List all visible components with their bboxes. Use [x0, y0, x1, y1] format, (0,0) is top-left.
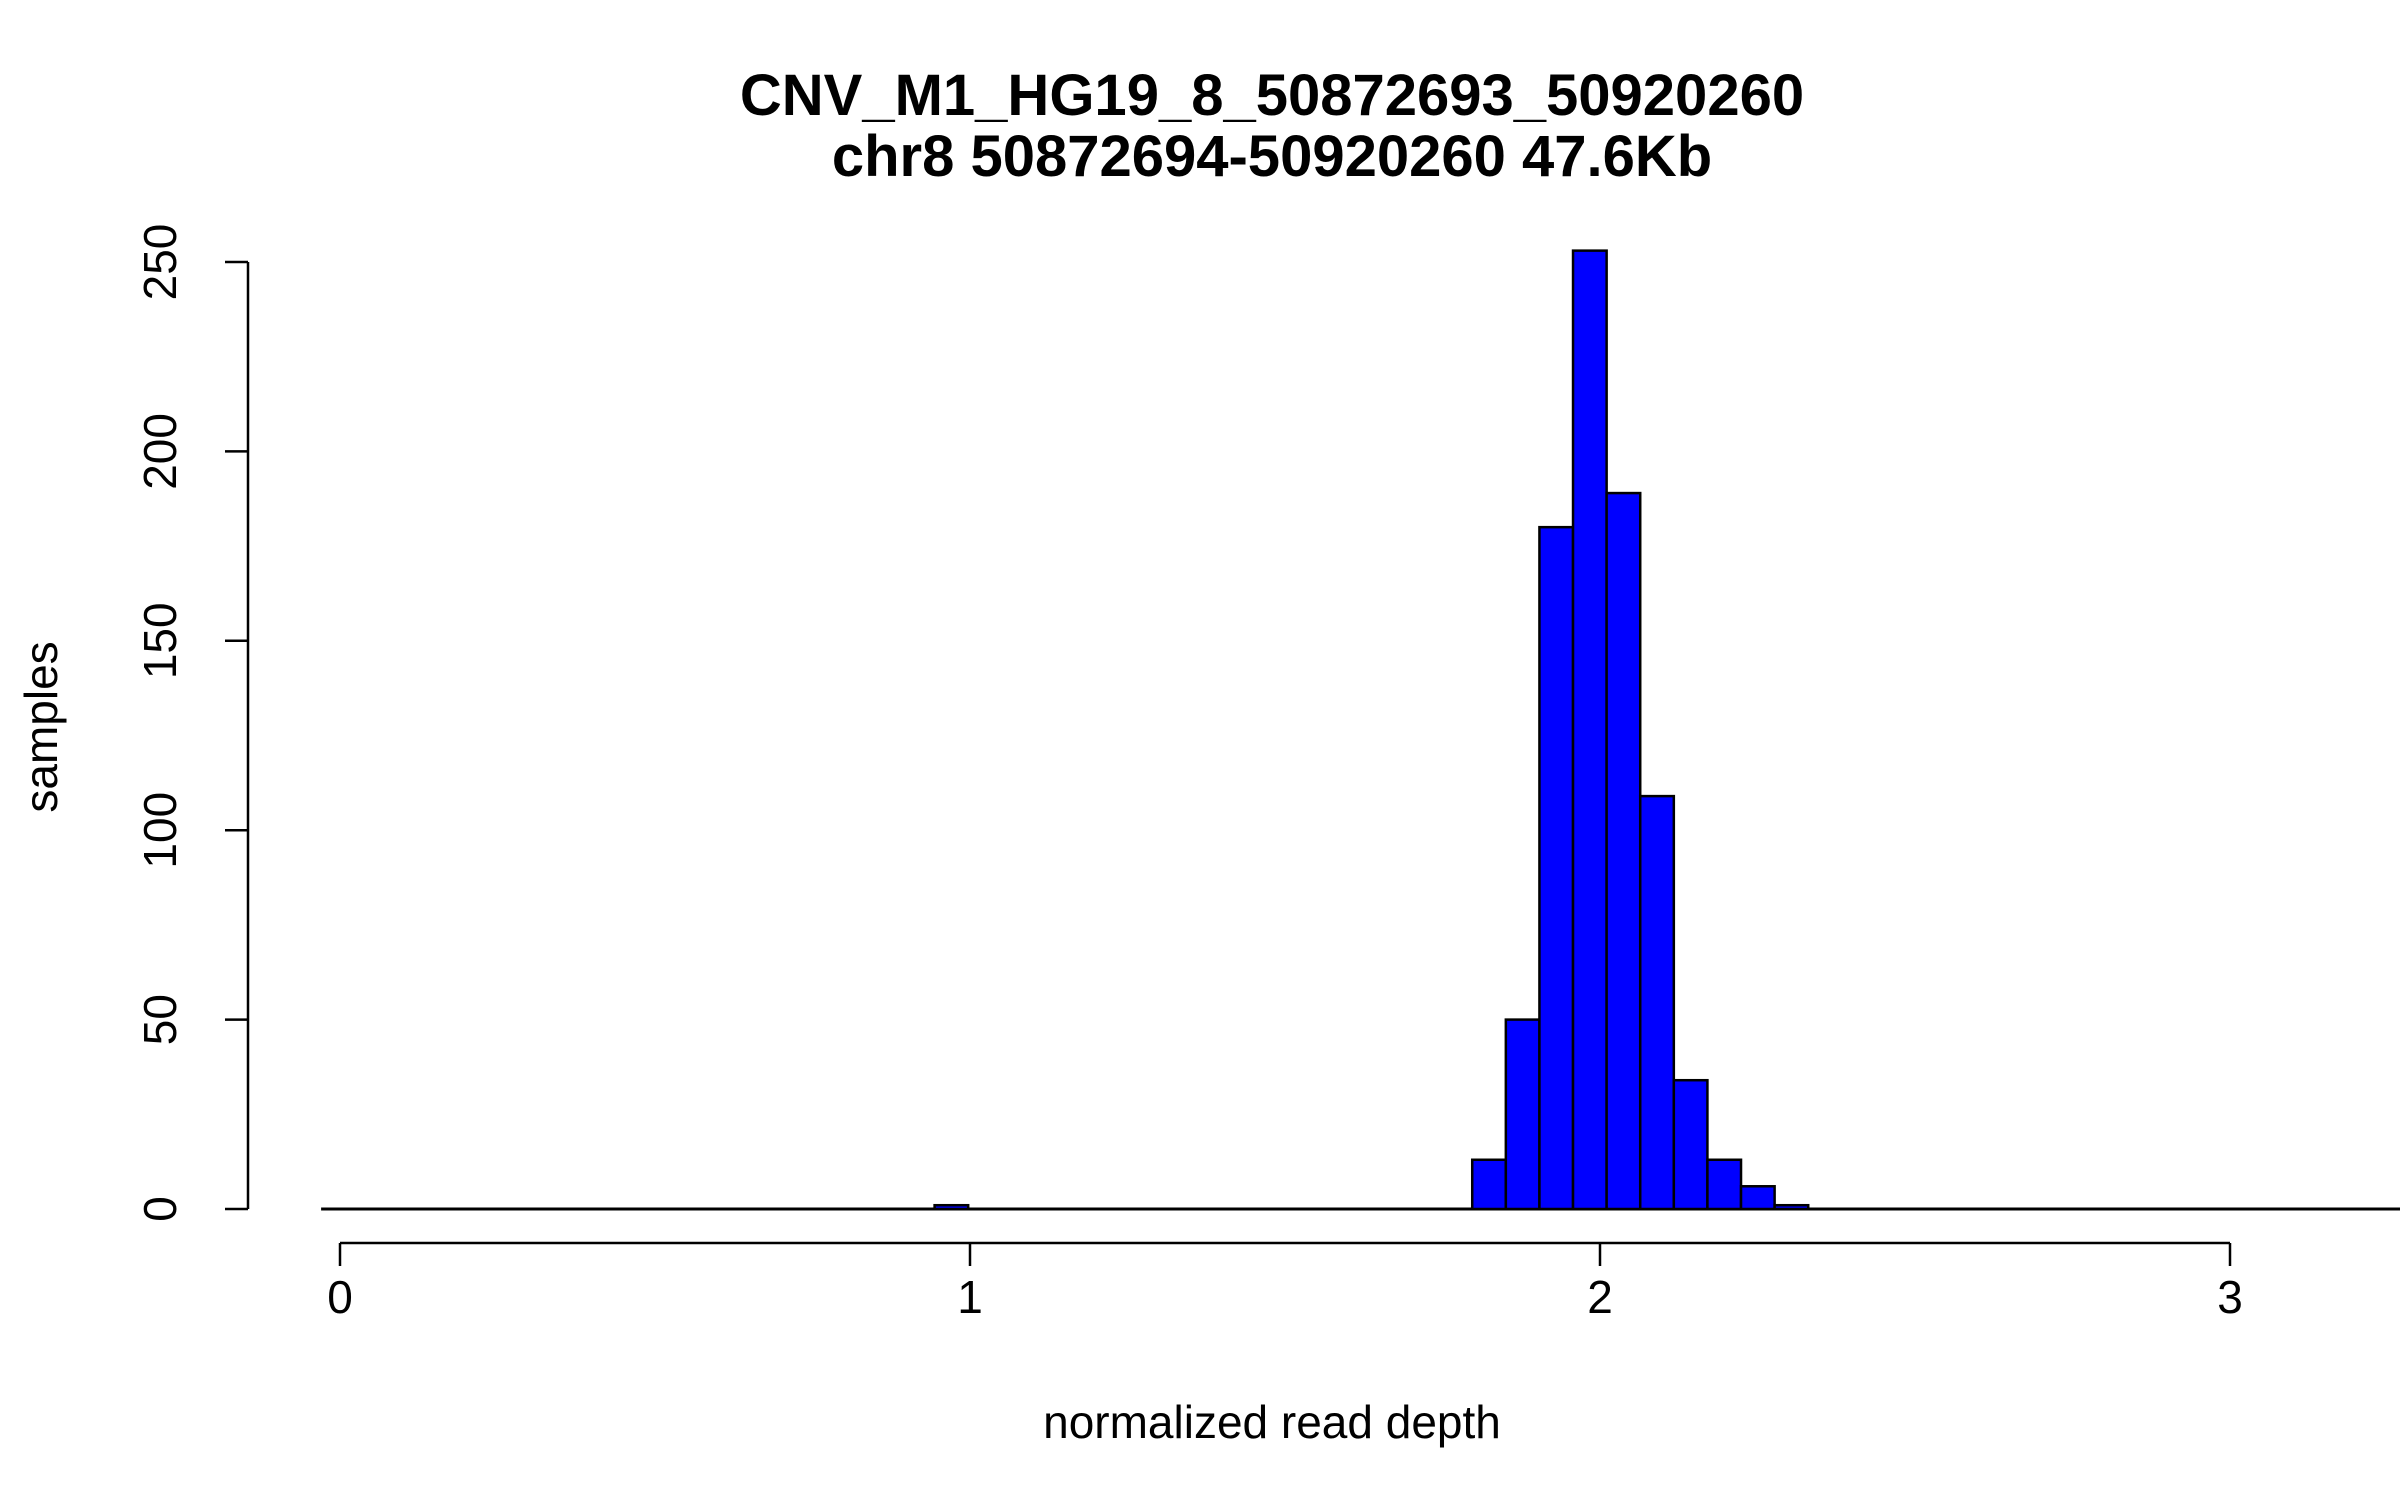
histogram-bar	[1672, 1078, 1709, 1211]
histogram-bar	[1605, 491, 1642, 1211]
histogram-bar	[1706, 1158, 1743, 1211]
histogram-bar	[933, 1203, 970, 1211]
y-tick-label: 200	[134, 413, 186, 490]
x-tick-label: 3	[2217, 1271, 2243, 1323]
y-tick-label: 250	[134, 224, 186, 301]
histogram-bar	[1504, 1018, 1541, 1211]
x-tick-label: 1	[957, 1271, 983, 1323]
chart-subtitle: chr8 50872694-50920260 47.6Kb	[832, 124, 1712, 189]
histogram-bar	[1470, 1158, 1508, 1211]
y-tick-label: 50	[134, 994, 186, 1045]
histogram-bar	[1638, 794, 1676, 1211]
x-axis-label: normalized read depth	[1043, 1396, 1501, 1448]
y-tick-label: 0	[134, 1196, 186, 1222]
y-tick-label: 100	[134, 792, 186, 869]
histogram-bar	[1571, 249, 1608, 1211]
y-tick-label: 150	[134, 602, 186, 679]
histogram-bar	[1538, 525, 1575, 1211]
chart-title: CNV_M1_HG19_8_50872693_50920260	[740, 63, 1804, 128]
y-axis: 0 50 100 150 200 250	[134, 224, 250, 1222]
y-axis-label: samples	[15, 641, 67, 812]
histogram-bar	[1739, 1185, 1776, 1211]
x-tick-label: 2	[1587, 1271, 1613, 1323]
bars-group	[321, 249, 2400, 1211]
x-tick-label: 0	[327, 1271, 353, 1323]
x-axis: 0 1 2 3	[327, 1241, 2243, 1323]
histogram-bar	[1773, 1203, 1810, 1211]
